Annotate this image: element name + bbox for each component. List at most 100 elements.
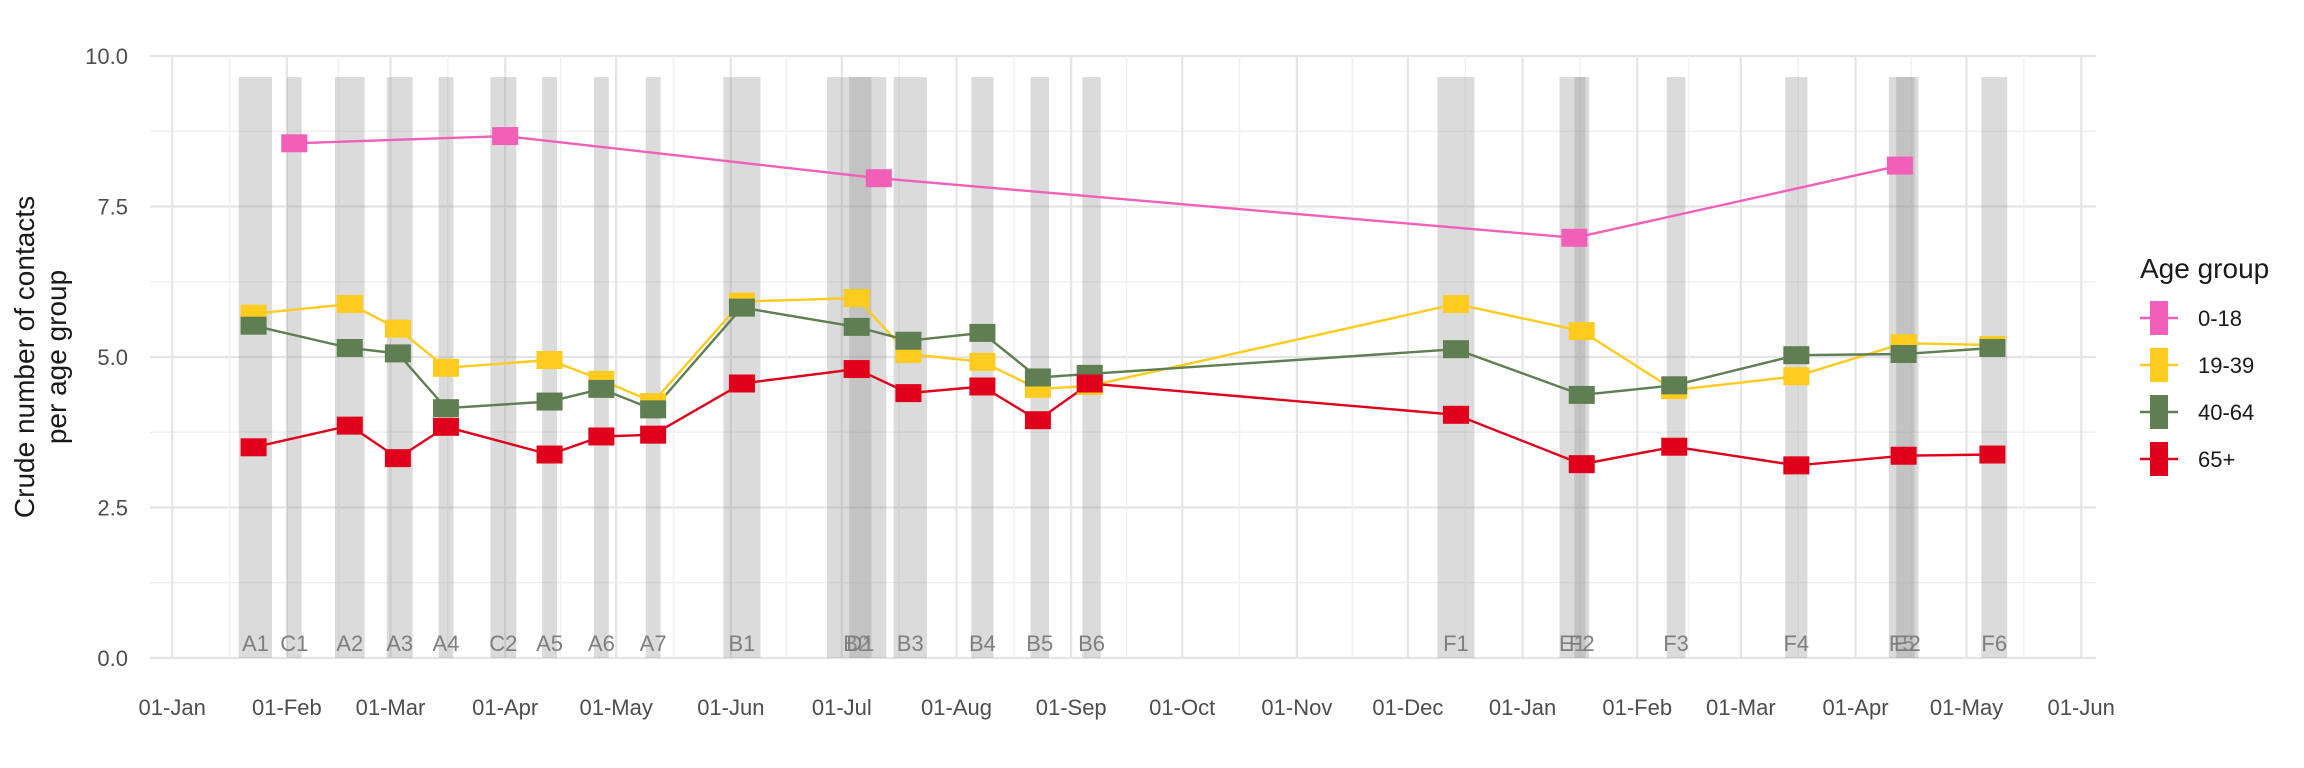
data-point	[640, 400, 667, 419]
wave-label: F1	[1443, 631, 1469, 656]
wave-band	[334, 77, 365, 658]
data-point	[536, 351, 563, 370]
x-tick-label: 01-Mar	[356, 695, 426, 720]
data-point	[1076, 374, 1103, 393]
data-point	[432, 399, 459, 418]
data-point	[1442, 405, 1469, 424]
x-tick-label: 01-May	[1930, 695, 2003, 720]
wave-band	[1030, 77, 1050, 658]
data-point	[1024, 411, 1051, 430]
data-point	[1979, 338, 2006, 357]
data-point	[1568, 385, 1595, 404]
legend-swatch	[2150, 442, 2168, 476]
wave-label: E1	[1559, 631, 1586, 656]
wave-band	[593, 77, 609, 658]
data-point	[1890, 344, 1917, 363]
data-point	[1442, 295, 1469, 314]
wave-label: C2	[489, 631, 517, 656]
data-point	[1783, 346, 1810, 365]
wave-label: A1	[242, 631, 269, 656]
wave-label: F2	[1569, 631, 1595, 656]
data-point	[336, 416, 363, 435]
data-point	[432, 358, 459, 377]
y-tick-label: 2.5	[97, 496, 128, 521]
data-point	[728, 374, 755, 393]
x-tick-label: 01-Oct	[1149, 695, 1215, 720]
legend-swatch	[2150, 348, 2168, 382]
legend-label: 0-18	[2198, 306, 2242, 331]
wave-label: A7	[640, 631, 667, 656]
x-tick-label: 01-Jan	[1489, 695, 1556, 720]
data-point	[336, 295, 363, 314]
wave-label: F4	[1783, 631, 1809, 656]
data-point	[1568, 455, 1595, 474]
data-point	[432, 417, 459, 436]
legend-swatch	[2150, 395, 2168, 429]
legend-label: 40-64	[2198, 400, 2254, 425]
wave-label: B5	[1026, 631, 1053, 656]
wave-label: E2	[1894, 631, 1921, 656]
legend-swatch	[2150, 301, 2168, 335]
data-point	[1890, 446, 1917, 465]
wave-label: A6	[588, 631, 615, 656]
wave-label: B3	[897, 631, 924, 656]
wave-label: A3	[386, 631, 413, 656]
data-point	[1979, 445, 2006, 464]
x-tick-label: 01-Jun	[2048, 695, 2115, 720]
x-tick-label: 01-Nov	[1261, 695, 1332, 720]
legend: Age group 0-18 19-39 40-64 65+	[2140, 253, 2269, 476]
wave-label: B4	[969, 631, 996, 656]
wave-band	[893, 77, 927, 658]
data-point	[492, 127, 519, 146]
x-tick-label: 01-May	[579, 695, 652, 720]
data-point	[1024, 368, 1051, 387]
x-tick-label: 01-Jan	[139, 695, 206, 720]
data-point	[843, 360, 870, 379]
y-axis-title-line: Crude number of contacts	[9, 196, 40, 518]
data-point	[1661, 376, 1688, 395]
data-point	[1442, 340, 1469, 359]
wave-band	[1437, 77, 1475, 658]
wave-band	[238, 77, 273, 658]
legend-label: 19-39	[2198, 353, 2254, 378]
wave-label: C1	[280, 631, 308, 656]
y-axis-title: Crude number of contactsper age group	[9, 196, 72, 518]
x-tick-label: 01-Jun	[697, 695, 764, 720]
x-tick-label: 01-Sep	[1036, 695, 1107, 720]
wave-band	[1981, 77, 2008, 658]
data-point	[1886, 156, 1913, 175]
x-tick-label: 01-Aug	[921, 695, 992, 720]
wave-label: F6	[1981, 631, 2007, 656]
data-point	[865, 169, 892, 188]
data-point	[895, 331, 922, 350]
wave-band	[723, 77, 761, 658]
x-tick-label: 01-Mar	[1706, 695, 1776, 720]
data-point	[969, 323, 996, 342]
y-tick-label: 0.0	[97, 646, 128, 671]
data-point	[843, 289, 870, 308]
data-point	[588, 427, 615, 446]
data-point	[1783, 456, 1810, 475]
x-tick-label: 01-Jul	[812, 695, 872, 720]
data-point	[384, 344, 411, 363]
data-point	[1561, 228, 1588, 247]
wave-label: A2	[336, 631, 363, 656]
wave-band	[490, 77, 517, 658]
data-point	[1568, 322, 1595, 341]
wave-band	[286, 77, 302, 658]
data-point	[240, 438, 267, 457]
wave-label: D1	[846, 631, 874, 656]
y-axis-title-line: per age group	[41, 270, 72, 444]
data-point	[536, 392, 563, 411]
wave-label: B6	[1078, 631, 1105, 656]
data-point	[969, 352, 996, 371]
x-tick-label: 01-Apr	[472, 695, 538, 720]
wave-band	[1896, 77, 1919, 658]
x-tick-label: 01-Apr	[1823, 695, 1889, 720]
data-point	[588, 379, 615, 398]
data-point	[969, 377, 996, 396]
axes: 0.0 2.5 5.0 7.5 10.0 01-Jan 01-Feb 01-Mar 01-Apr…	[9, 44, 2115, 720]
wave-band	[1574, 77, 1590, 658]
